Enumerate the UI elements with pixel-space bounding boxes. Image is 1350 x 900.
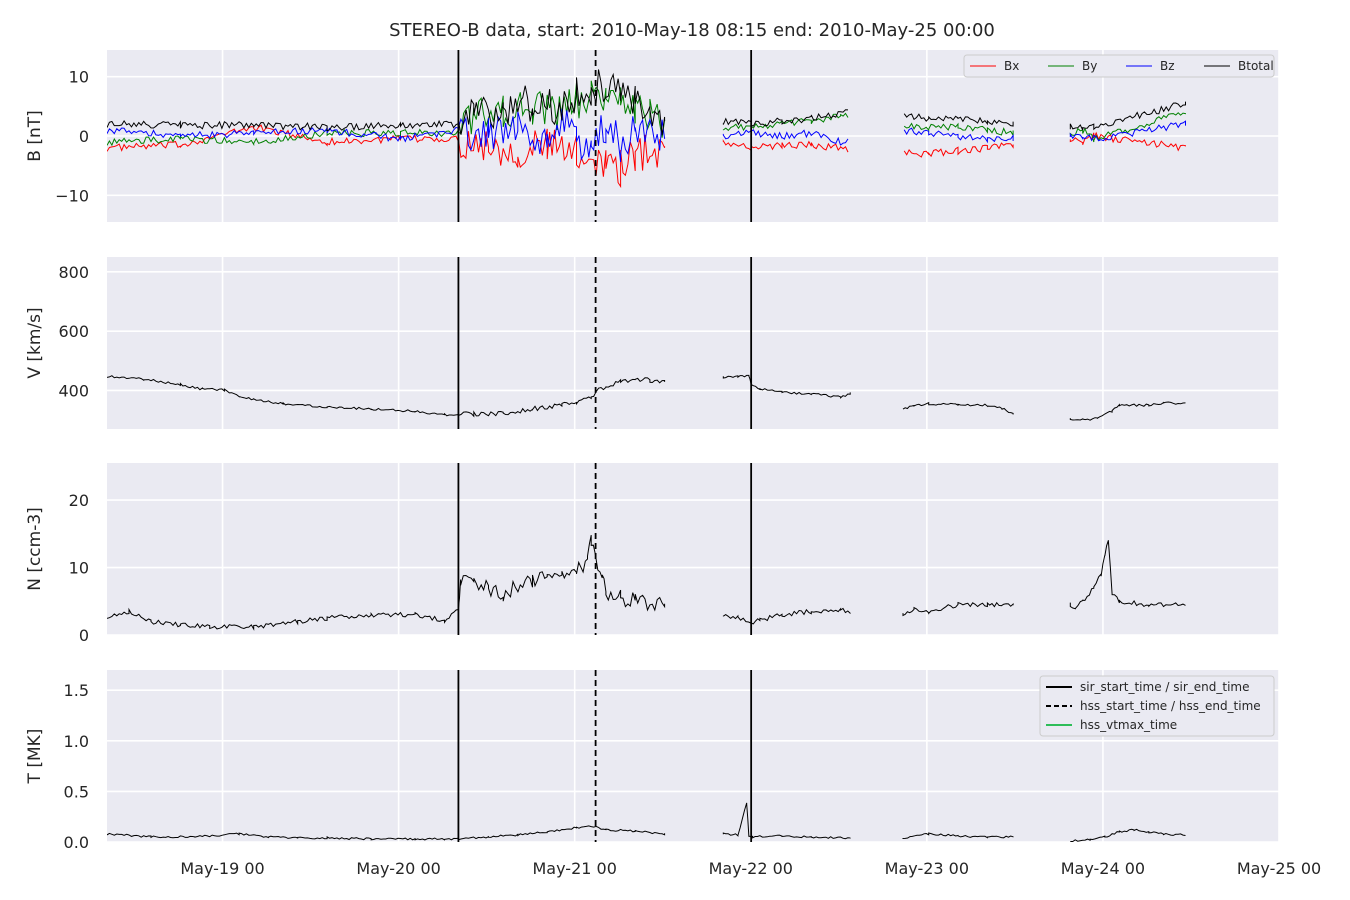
y-tick-label: 10	[69, 68, 89, 87]
series-t	[107, 802, 1186, 842]
legend-label: sir_start_time / sir_end_time	[1080, 680, 1250, 694]
series-group	[107, 69, 1186, 189]
panel-background	[107, 463, 1279, 635]
figure-title: STEREO-B data, start: 2010-May-18 08:15 …	[389, 20, 995, 41]
y-tick-label: 0	[79, 626, 89, 645]
y-axis-label: B [nT]	[25, 110, 45, 162]
y-tick-label: 1.5	[64, 681, 89, 700]
series-btotal	[107, 69, 1186, 136]
x-tick-label: May-25 00	[1237, 859, 1321, 878]
panel-T: 1.5 1.0 0.5 0.0 T [MK] sir_start_time / sir_e…	[25, 670, 1321, 878]
series-v	[107, 374, 1186, 421]
legend-label: Btotal	[1238, 59, 1274, 73]
y-tick-label: 20	[69, 491, 89, 510]
x-tick-label: May-21 00	[533, 859, 617, 878]
y-tick-label: 0	[79, 127, 89, 146]
series-n	[107, 534, 1186, 631]
y-axis-label: T [MK]	[25, 729, 45, 785]
legend-label: Bz	[1160, 59, 1175, 73]
y-tick-label: 1.0	[64, 732, 89, 751]
y-axis-label: N [ccm-3]	[25, 507, 45, 591]
series-group	[107, 802, 1186, 842]
panel-N: 20 10 0 N [ccm-3]	[25, 463, 1280, 645]
series-by	[107, 80, 1186, 147]
y-axis-label: V [km/s]	[25, 307, 45, 378]
legend-box	[963, 54, 1275, 78]
legend-label: hss_start_time / hss_end_time	[1080, 699, 1261, 713]
panel-B: 10 0 −10 B [nT] Bx By Bz Btotal	[25, 50, 1280, 222]
series-group	[107, 374, 1186, 421]
panel-background	[107, 257, 1279, 429]
x-tick-label: May-24 00	[1061, 859, 1145, 878]
x-tick-label: May-20 00	[356, 859, 440, 878]
y-tick-label: 0.5	[64, 782, 89, 801]
series-group	[107, 534, 1186, 631]
y-tick-label: 600	[58, 322, 89, 341]
y-tick-label: 0.0	[64, 833, 89, 852]
legend-label: hss_vtmax_time	[1080, 718, 1177, 732]
legend-t: sir_start_time / sir_end_time hss_start_t…	[1039, 675, 1275, 737]
y-tick-label: −10	[55, 186, 89, 205]
x-tick-label: May-23 00	[885, 859, 969, 878]
panels-container: 10 0 −10 B [nT] Bx By Bz Btotal 800 600 400 V [km/s…	[25, 50, 1321, 878]
series-bz	[107, 108, 1186, 163]
legend-b: Bx By Bz Btotal	[963, 54, 1275, 78]
panel-V: 800 600 400 V [km/s]	[25, 257, 1280, 429]
legend-label: Bx	[1004, 59, 1019, 73]
legend-label: By	[1082, 59, 1097, 73]
y-tick-label: 10	[69, 559, 89, 578]
x-tick-label: May-19 00	[180, 859, 264, 878]
y-tick-label: 400	[58, 381, 89, 400]
y-tick-label: 800	[58, 263, 89, 282]
legend-box	[1039, 675, 1275, 737]
x-tick-label: May-22 00	[709, 859, 793, 878]
